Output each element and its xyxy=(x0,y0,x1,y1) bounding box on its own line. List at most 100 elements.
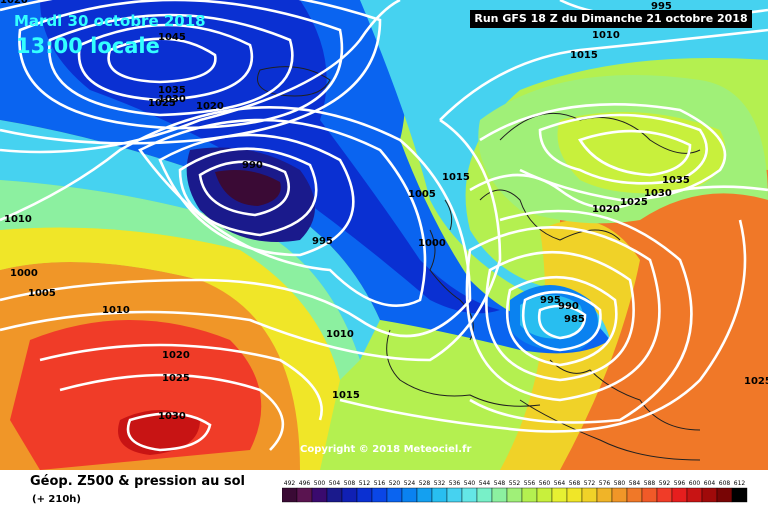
scale-swatch xyxy=(326,487,343,503)
isobar-1025-south xyxy=(59,373,285,451)
legend-bar: Géop. Z500 & pression au sol (+ 210h) 49… xyxy=(0,470,768,512)
pressure-label: 1005 xyxy=(408,189,436,200)
scale-value-label: 552 xyxy=(509,480,521,487)
scale-swatch xyxy=(596,487,613,503)
scale-swatch xyxy=(656,487,673,503)
scale-swatch xyxy=(611,487,628,503)
isobar-1025-ne xyxy=(479,103,727,202)
scale-swatch xyxy=(431,487,448,503)
scale-value-label: 608 xyxy=(719,480,731,487)
scale-value-label: 516 xyxy=(374,480,386,487)
scale-value-label: 520 xyxy=(389,480,401,487)
isobar-1000 xyxy=(158,133,355,257)
scale-value-label: 576 xyxy=(599,480,611,487)
scale-value-label: 588 xyxy=(644,480,656,487)
isobar-labels: 1045 1035 1030 1025 1020 990 995 1005 10… xyxy=(0,0,768,422)
scale-swatch xyxy=(416,487,433,503)
pressure-label: 1015 xyxy=(442,172,470,183)
scale-value-label: 572 xyxy=(584,480,596,487)
isobar-1020-ne xyxy=(469,173,768,210)
scale-value-label: 496 xyxy=(299,480,311,487)
pressure-label: 995 xyxy=(540,295,561,306)
pressure-label: 1035 xyxy=(662,175,690,186)
z500-band-yellow-southwest xyxy=(0,227,340,470)
scale-swatch xyxy=(551,487,568,503)
scale-value-label: 540 xyxy=(464,480,476,487)
scale-value-label: 568 xyxy=(569,480,581,487)
scale-swatch xyxy=(716,487,733,503)
isobar-1030 xyxy=(18,0,344,130)
pressure-label: 990 xyxy=(242,160,263,171)
isobar-1020-south xyxy=(39,343,323,421)
scale-swatch xyxy=(341,487,358,503)
scale-swatch xyxy=(686,487,703,503)
scale-swatch xyxy=(371,487,388,503)
z500-band-red-southwest xyxy=(10,320,262,470)
scale-swatch xyxy=(491,487,508,503)
isobar-1035 xyxy=(47,13,294,117)
isobar-1015-north xyxy=(439,28,768,121)
pressure-label: 1010 xyxy=(326,329,354,340)
scale-swatch xyxy=(386,487,403,503)
pressure-label: 1030 xyxy=(158,411,186,422)
isobar-1045 xyxy=(107,37,217,84)
scale-value-label: 492 xyxy=(284,480,296,487)
scale-value-label: 508 xyxy=(344,480,356,487)
scale-swatch xyxy=(521,487,538,503)
scale-value-label: 592 xyxy=(659,480,671,487)
scale-value-label: 524 xyxy=(404,480,416,487)
scale-swatch xyxy=(626,487,643,503)
scale-swatch xyxy=(461,487,478,503)
isobar-1020-north xyxy=(0,0,401,154)
scale-swatch xyxy=(641,487,658,503)
scale-value-label: 556 xyxy=(524,480,536,487)
pressure-label: 1030 xyxy=(158,94,186,105)
z500-band-lime-northeast xyxy=(557,112,726,194)
pressure-label: 1015 xyxy=(570,50,598,61)
forecast-date: Mardi 30 octobre 2018 xyxy=(14,12,206,30)
scale-value-label: 548 xyxy=(494,480,506,487)
isobar-1010-east xyxy=(469,209,693,424)
z500-band-cyan-west xyxy=(0,120,380,360)
pressure-label: 1010 xyxy=(4,214,32,225)
isobar-1010-west xyxy=(0,106,472,338)
isobar-1005-east xyxy=(465,225,661,402)
isobar-1025 xyxy=(0,0,382,145)
pressure-label: 1035 xyxy=(158,85,186,96)
color-scale: 492 496 500 504 508 512 516 520 524 528 532 536 540 5… xyxy=(282,480,748,503)
scale-value-label: 532 xyxy=(434,480,446,487)
isobar-1005 xyxy=(138,118,427,308)
pressure-label: 1010 xyxy=(592,30,620,41)
copyright-notice: Copyright © 2018 Meteociel.fr xyxy=(300,444,472,455)
scale-swatch xyxy=(282,487,298,503)
isobar-1030-ne xyxy=(538,113,708,185)
isobars xyxy=(0,0,768,452)
run-banner: Run GFS 18 Z du Dimanche 21 octobre 2018 xyxy=(470,10,752,28)
scale-swatch xyxy=(296,487,313,503)
scale-value-label: 528 xyxy=(419,480,431,487)
scale-value-label: 564 xyxy=(554,480,566,487)
pressure-label: 1000 xyxy=(418,238,446,249)
pressure-label: 1025 xyxy=(148,98,176,109)
pressure-label: 1005 xyxy=(28,288,56,299)
z500-band-purple-low xyxy=(215,169,281,206)
isobar-1000-cutoff xyxy=(485,250,635,382)
scale-value-label: 580 xyxy=(614,480,626,487)
pressure-label: 1030 xyxy=(644,188,672,199)
forecast-time: 13:00 locale xyxy=(16,34,160,58)
pressure-label: 1020 xyxy=(592,204,620,215)
pressure-label: 1020 xyxy=(196,101,224,112)
scale-value-label: 512 xyxy=(359,480,371,487)
scale-value-label: 600 xyxy=(689,480,701,487)
scale-swatch xyxy=(536,487,553,503)
isobar-990-cutoff xyxy=(521,290,602,352)
scale-value-label: 544 xyxy=(479,480,491,487)
scale-value-label: 584 xyxy=(629,480,641,487)
scale-swatch xyxy=(566,487,583,503)
isobar-1015-east xyxy=(339,219,747,433)
scale-value-label: 536 xyxy=(449,480,461,487)
pressure-label: 1020 xyxy=(0,0,28,6)
pressure-label: 1000 xyxy=(10,268,38,279)
scale-swatch xyxy=(356,487,373,503)
isobar-995-cutoff xyxy=(505,275,618,367)
